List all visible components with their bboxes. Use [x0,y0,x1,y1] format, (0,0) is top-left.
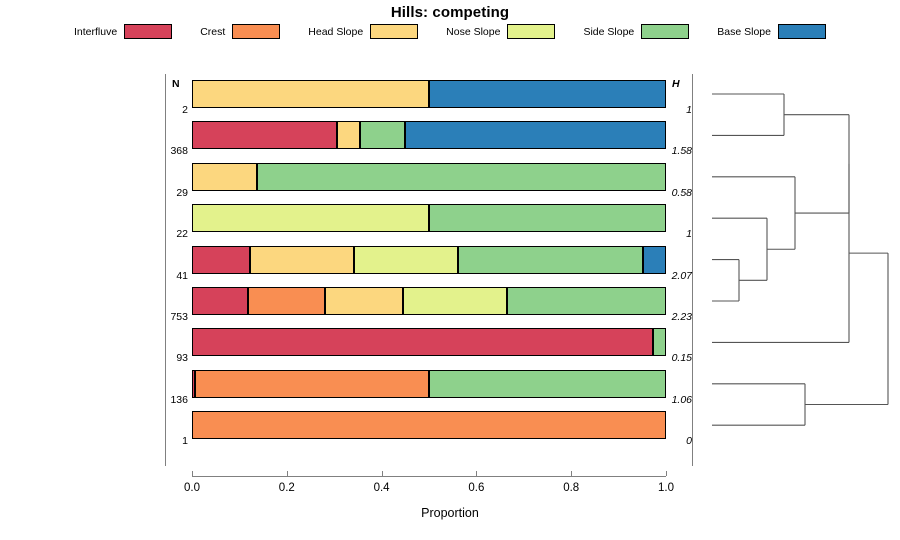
h-value: 1.58 [671,145,692,158]
right-panel-divider [692,74,693,466]
h-column-header: H [672,78,680,90]
stacked-bar[interactable] [192,121,666,150]
n-value: 2 [182,104,188,116]
bar-segment[interactable] [506,287,666,315]
h-value: 0.15 [671,352,692,365]
bar-segment[interactable] [403,287,507,315]
legend-item-side-slope[interactable]: Side Slope [583,24,690,39]
bar-segment[interactable] [429,80,666,108]
legend-swatch [124,24,173,39]
legend-swatch [507,24,556,39]
stacked-bar[interactable] [192,162,666,191]
stacked-bar[interactable] [192,369,666,398]
bar-segment[interactable] [192,328,654,357]
bar-segment[interactable] [360,121,406,150]
h-value: 0 [686,435,692,448]
bar-segment[interactable] [192,287,248,315]
bar-segment[interactable] [249,245,354,274]
x-axis-tick [381,471,383,476]
bar-segment[interactable] [247,287,326,315]
legend-swatch [232,24,281,39]
bar-segment[interactable] [653,328,666,357]
stacked-bar[interactable] [192,80,666,108]
bar-segment[interactable] [257,162,666,191]
n-column-header: N [172,78,180,90]
legend-label: Base Slope [717,25,771,38]
bar-segment[interactable] [405,121,666,150]
h-value: 1.06 [671,393,692,406]
x-axis-tick-label: 1.0 [658,482,674,494]
chart-title: Hills: competing [390,4,510,21]
bar-segment[interactable] [195,369,429,398]
x-axis-tick [286,471,288,476]
stacked-bar[interactable] [192,328,666,357]
bar-segment[interactable] [642,245,666,274]
legend-label: Nose Slope [446,25,501,38]
x-axis-tick [192,471,193,476]
legend-item-head-slope[interactable]: Head Slope [308,24,419,39]
x-axis-tick-label: 0.6 [468,482,485,494]
n-value: 22 [176,228,188,241]
legend: Interfluve Crest Head Slope Nose Slope Side … [0,24,900,39]
legend-swatch [370,24,419,39]
x-axis-tick-label: 0.0 [184,482,200,494]
stacked-bar[interactable] [192,204,666,233]
bar-segment[interactable] [429,204,666,233]
n-value: 136 [170,393,188,406]
x-axis-tick-label: 0.2 [278,482,295,494]
x-axis-line [192,476,666,477]
bar-segment[interactable] [457,245,643,274]
x-axis-tick-label: 0.8 [563,482,580,494]
x-axis-tick [666,471,667,476]
legend-item-base-slope[interactable]: Base Slope [717,24,826,39]
legend-label: Crest [200,25,226,38]
legend-item-crest[interactable]: Crest [200,24,281,39]
legend-label: Side Slope [583,25,635,38]
h-value: 0.58 [671,186,692,199]
bar-segment[interactable] [192,80,429,108]
bar-segment[interactable] [336,121,361,150]
x-axis-tick [476,471,478,476]
legend-swatch [641,24,690,39]
n-value: 1 [182,435,188,448]
x-axis-label: Proportion [421,506,479,520]
legend-label: Interfluve [74,25,118,38]
bar-segment[interactable] [192,245,250,274]
bar-segment[interactable] [325,287,404,315]
bar-segment[interactable] [192,121,337,150]
legend-label: Head Slope [308,25,364,38]
legend-swatch [777,24,826,39]
x-axis-tick [571,471,573,476]
legend-item-nose-slope[interactable]: Nose Slope [446,24,556,39]
h-value: 2.23 [671,311,692,323]
h-value: 1 [686,228,692,241]
x-axis-tick-label: 0.4 [373,482,390,494]
n-value: 368 [170,145,188,158]
n-value: 753 [170,311,188,323]
bar-segment[interactable] [353,245,458,274]
stacked-bar[interactable] [192,411,666,440]
bar-segment[interactable] [429,369,666,398]
bar-segment[interactable] [192,411,666,440]
bar-segment[interactable] [192,162,258,191]
legend-item-interfluve[interactable]: Interfluve [74,24,173,39]
h-value: 1 [686,104,692,116]
n-value: 29 [176,186,188,199]
left-panel-divider [165,74,166,466]
n-value: 41 [176,269,188,282]
h-value: 2.07 [671,269,692,282]
bar-segment[interactable] [192,204,429,233]
bar-segment[interactable] [192,369,196,398]
stacked-bar[interactable] [192,245,666,274]
n-value: 93 [176,352,188,365]
stacked-bar[interactable] [192,287,666,315]
